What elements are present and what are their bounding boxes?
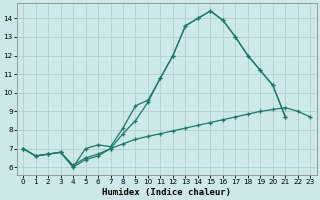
X-axis label: Humidex (Indice chaleur): Humidex (Indice chaleur): [102, 188, 231, 197]
